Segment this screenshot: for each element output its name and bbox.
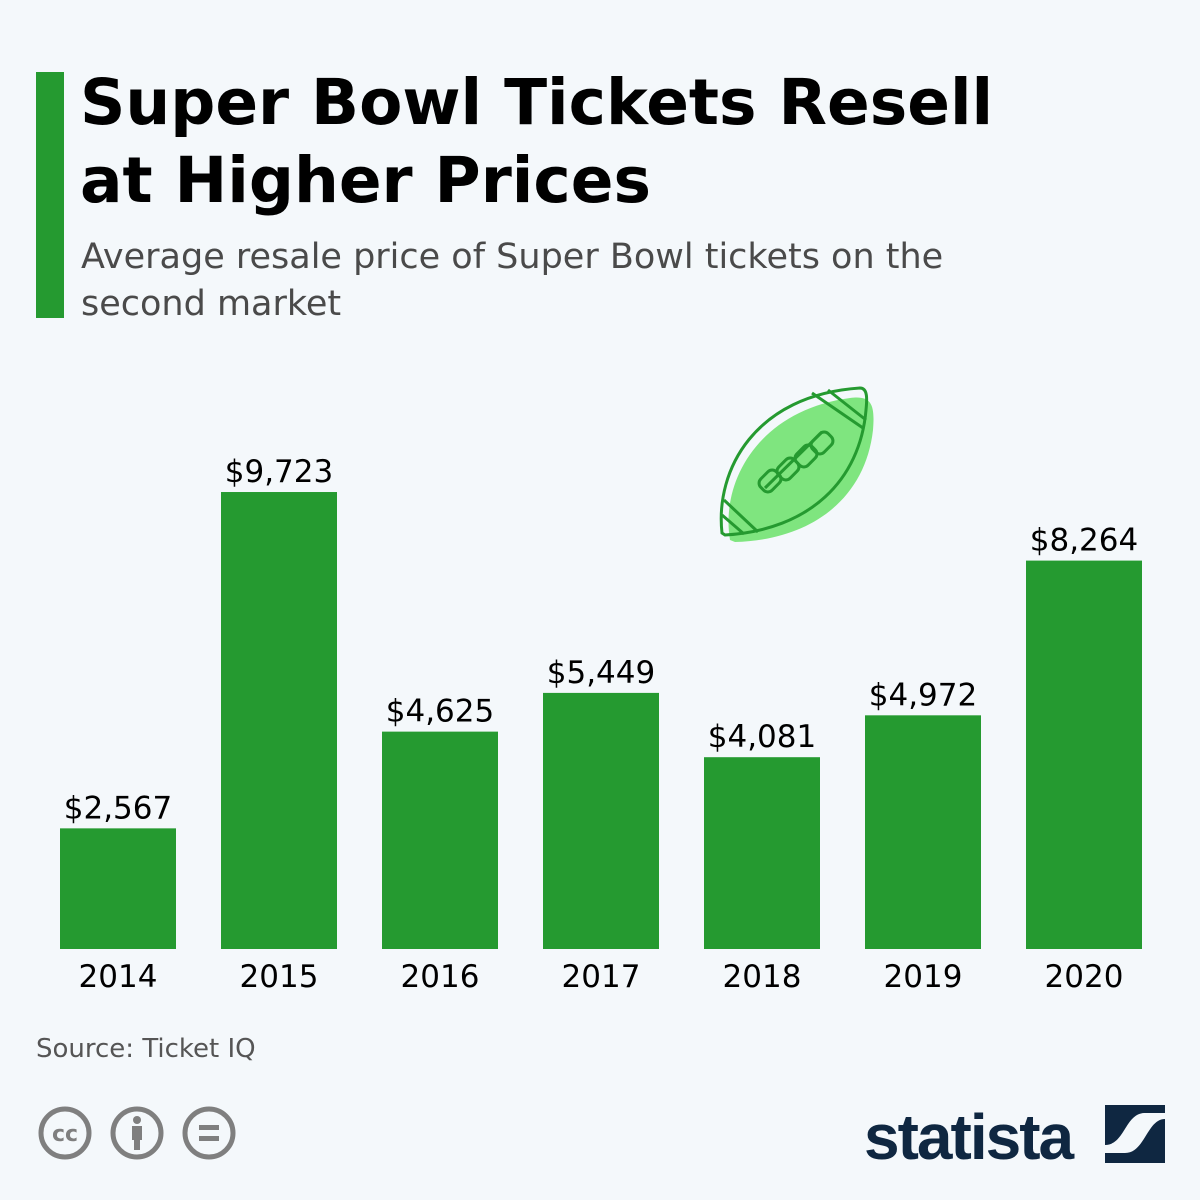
cc-icon[interactable]: cc <box>38 1106 92 1160</box>
football-icon <box>719 386 874 542</box>
source-note: Source: Ticket IQ <box>36 1034 256 1064</box>
x-tick-label: 2019 <box>884 959 963 995</box>
x-tick-label: 2018 <box>723 959 802 995</box>
bar-2015 <box>221 492 337 949</box>
data-label: $8,264 <box>1030 523 1138 559</box>
bar-2018 <box>704 757 820 949</box>
title-accent-bar <box>36 72 64 318</box>
chart-title: Super Bowl Tickets Resell at Higher Pric… <box>80 66 994 217</box>
data-label: $4,625 <box>386 694 494 730</box>
bar-2019 <box>865 715 981 949</box>
chart-subtitle: Average resale price of Super Bowl ticke… <box>81 237 944 324</box>
bar-2020 <box>1026 560 1142 949</box>
x-tick-label: 2016 <box>401 959 480 995</box>
x-tick-label: 2014 <box>79 959 158 995</box>
x-tick-label: 2017 <box>562 959 641 995</box>
bar-2014 <box>60 828 176 949</box>
x-tick-label: 2020 <box>1045 959 1124 995</box>
data-label: $4,081 <box>708 719 816 755</box>
data-label: $9,723 <box>225 454 333 490</box>
bar-chart: $2,567 2014 $9,723 2015 $4,625 2016 $5,449 2017… <box>60 454 1142 995</box>
data-label: $4,972 <box>869 677 977 713</box>
attribution-icon[interactable] <box>110 1106 164 1160</box>
bar-2017 <box>543 692 659 949</box>
bar-2016 <box>382 731 498 949</box>
no-derivatives-icon[interactable] <box>182 1106 236 1160</box>
x-tick-label: 2015 <box>240 959 319 995</box>
svg-text:cc: cc <box>52 1122 78 1147</box>
data-label: $2,567 <box>64 790 172 826</box>
data-label: $5,449 <box>547 655 655 691</box>
statista-logo[interactable]: statista <box>864 1101 1074 1173</box>
statista-logo-mark-icon <box>1105 1105 1165 1163</box>
